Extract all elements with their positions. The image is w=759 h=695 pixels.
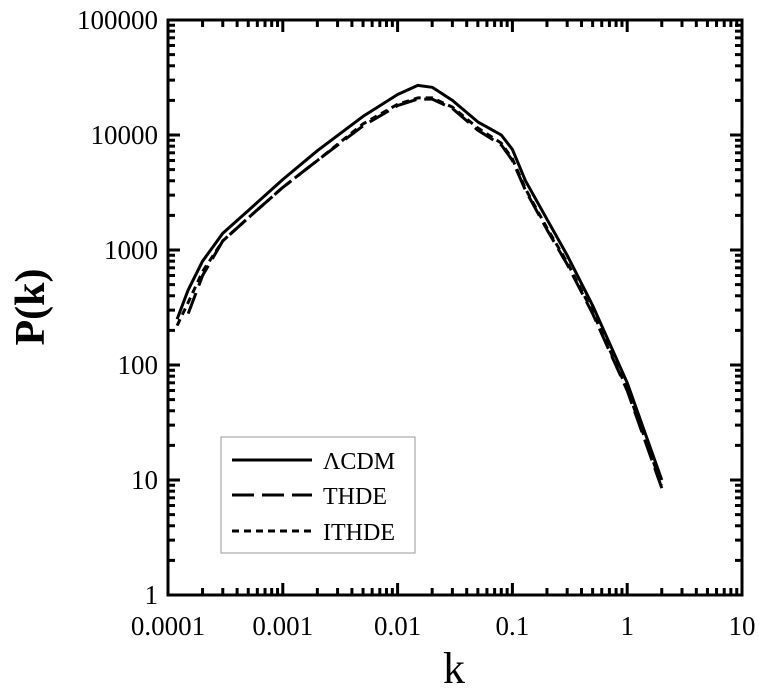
series-layer bbox=[175, 83, 664, 489]
y-tick-labels: 1 10 100 1000 10000 100000 bbox=[77, 5, 158, 610]
x-tick-label: 10 bbox=[729, 611, 756, 641]
legend-label-lcdm: ΛCDM bbox=[323, 449, 395, 475]
legend-label-thde: THDE bbox=[323, 484, 387, 510]
x-tick-label: 1 bbox=[620, 611, 634, 641]
x-tick-label: 0.0001 bbox=[131, 611, 205, 641]
legend-label-ithde: ITHDE bbox=[323, 520, 395, 546]
y-tick-label: 10000 bbox=[91, 120, 159, 150]
x-tick-labels: 0.0001 0.001 0.01 0.1 1 10 bbox=[131, 611, 756, 641]
legend: ΛCDM THDE ITHDE bbox=[220, 436, 416, 554]
y-tick-label: 1000 bbox=[104, 235, 158, 265]
series-line-thde bbox=[186, 97, 664, 489]
x-axis-title: k bbox=[443, 644, 465, 693]
y-axis-title: P(k) bbox=[8, 269, 54, 346]
x-tick-label: 0.001 bbox=[252, 611, 313, 641]
plot-frame bbox=[166, 18, 744, 597]
y-tick-label: 10 bbox=[131, 465, 158, 495]
series-line-lcdm bbox=[175, 83, 664, 481]
x-tick-label: 0.01 bbox=[374, 611, 421, 641]
series-line-ithde bbox=[175, 96, 664, 486]
x-tick-label: 0.1 bbox=[496, 611, 530, 641]
y-tick-label: 100000 bbox=[77, 5, 158, 35]
axis-ticks bbox=[166, 18, 744, 597]
y-tick-label: 1 bbox=[145, 580, 159, 610]
y-tick-label: 100 bbox=[118, 350, 159, 380]
